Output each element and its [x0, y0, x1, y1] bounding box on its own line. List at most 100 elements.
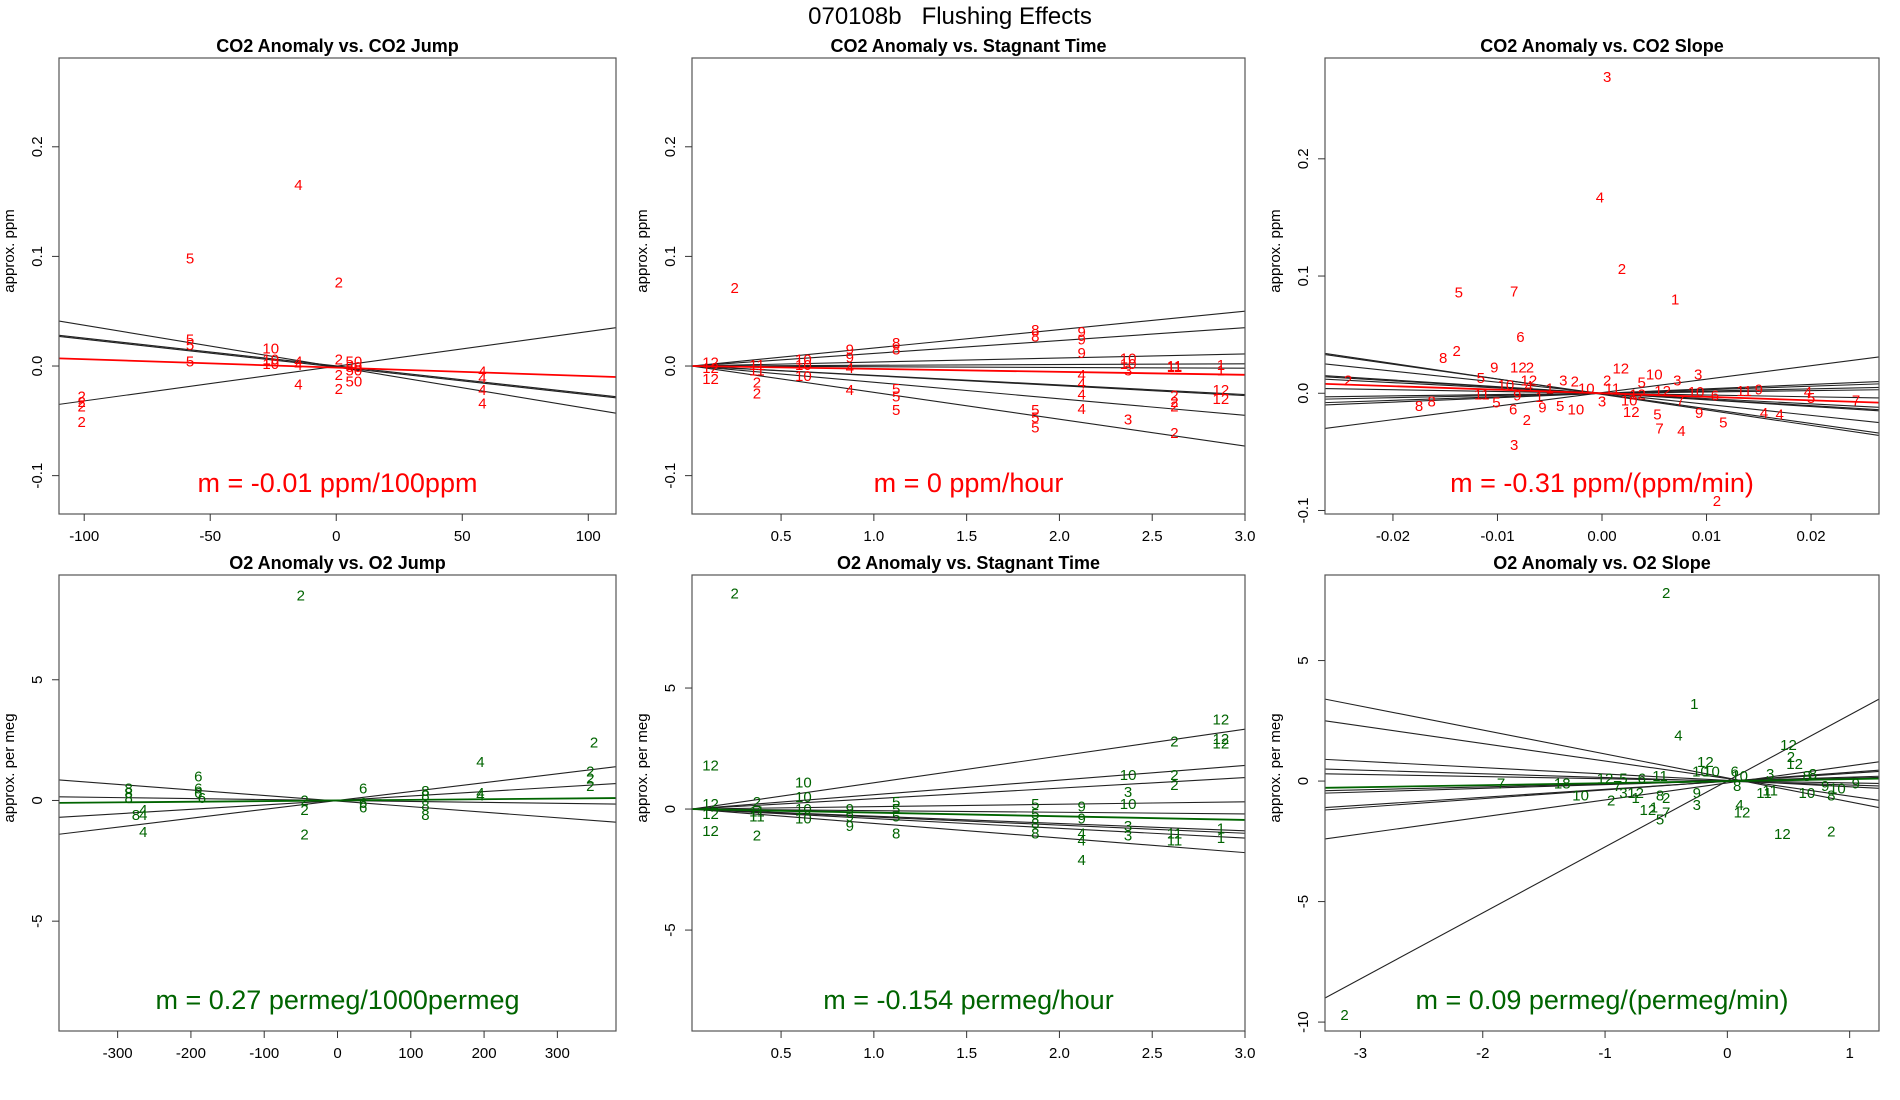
data-point: 8 — [1656, 788, 1664, 805]
group-fit-line — [1325, 773, 1879, 785]
overall-fit-line — [59, 357, 616, 378]
x-tick-label: -2 — [1476, 1045, 1489, 1062]
data-point: 4 — [139, 802, 147, 819]
data-point: 8 — [124, 790, 132, 807]
data-point: 2 — [586, 778, 594, 795]
data-point: 11 — [1605, 381, 1621, 398]
group-fit-line — [1325, 761, 1879, 840]
panel-title: CO2 Anomaly vs. CO2 Slope — [1480, 36, 1723, 56]
data-point: 2 — [1170, 777, 1178, 794]
data-point: 4 — [1078, 387, 1086, 404]
x-tick-label: -0.01 — [1480, 528, 1514, 545]
x-tick-label: 2.5 — [1142, 1045, 1163, 1062]
data-point: 2 — [1523, 412, 1531, 429]
group-fit-line — [1325, 720, 1879, 801]
data-point: 8 — [124, 780, 132, 797]
data-point: 2 — [300, 802, 308, 819]
data-point: 8 — [1427, 393, 1435, 410]
x-tick-label: 100 — [576, 528, 601, 545]
data-point: 9 — [1695, 405, 1703, 422]
data-point: 2 — [1827, 824, 1835, 841]
x-tick-label: 0.02 — [1796, 528, 1825, 545]
data-point: 6 — [359, 800, 367, 817]
data-point: 12 — [702, 757, 719, 774]
x-tick-label: 1.5 — [956, 528, 977, 545]
data-point: 12 — [1213, 382, 1230, 399]
y-axis-label: approx. per meg — [634, 713, 651, 822]
data-point: 6 — [1731, 763, 1739, 780]
group-lines — [59, 766, 616, 835]
group-fit-line — [1325, 698, 1879, 999]
data-point: 5 — [1556, 398, 1564, 415]
data-point: 10 — [1120, 350, 1137, 367]
group-fit-line — [1325, 769, 1879, 811]
data-point: 8 — [1031, 328, 1039, 345]
y-tick-label: 0.2 — [662, 136, 679, 157]
x-tick-label: 1 — [1845, 1045, 1853, 1062]
data-point: 10 — [795, 774, 812, 791]
data-point: 10 — [795, 368, 812, 385]
x-tick-label: 300 — [545, 1045, 570, 1062]
data-point: 2 — [1344, 372, 1352, 389]
panel-title: O2 Anomaly vs. O2 Jump — [229, 553, 445, 573]
data-point: 3 — [1124, 828, 1132, 845]
group-lines — [1325, 698, 1879, 999]
data-point: 4 — [1525, 378, 1533, 395]
plot-frame — [1324, 57, 1880, 515]
panel-2: CO2 Anomaly vs. Stagnant Time21212121111… — [634, 36, 1255, 545]
data-point: 5 — [1653, 406, 1661, 423]
data-point: 10 — [1572, 788, 1589, 805]
x-tick-label: 1.0 — [863, 1045, 884, 1062]
data-point: 3 — [1694, 367, 1702, 384]
data-point: 6 — [359, 795, 367, 812]
data-point: 10 — [262, 340, 279, 357]
data-point: 10 — [1120, 356, 1137, 373]
data-point: 11 — [1167, 833, 1183, 850]
data-point: 2 — [586, 771, 594, 788]
data-point: 1 — [1535, 389, 1543, 406]
data-point: 4 — [1735, 797, 1743, 814]
data-point: 12 — [1213, 731, 1230, 748]
data-point: 11 — [1756, 785, 1772, 802]
data-point: 2 — [1618, 261, 1626, 278]
data-point: 50 — [346, 362, 363, 379]
data-point: 10 — [1120, 796, 1137, 813]
data-point: 1 — [1217, 357, 1225, 374]
y-tick-label: 0.0 — [1295, 383, 1312, 404]
data-point: 5 — [892, 794, 900, 811]
data-point: 9 — [1852, 775, 1860, 792]
data-point: 2 — [78, 394, 86, 411]
data-point: 5 — [1031, 402, 1039, 419]
data-point: 6 — [194, 785, 202, 802]
data-point: 8 — [1733, 778, 1741, 795]
data-point: 1 — [1631, 790, 1639, 807]
data-point: 12 — [1612, 361, 1629, 378]
data-point: 4 — [294, 357, 302, 374]
x-tick-label: 2.0 — [1049, 1045, 1070, 1062]
y-axis-label: approx. ppm — [1267, 209, 1284, 292]
data-point: 12 — [1520, 372, 1537, 389]
overall-fit-line — [1325, 777, 1879, 789]
panel-title: CO2 Anomaly vs. Stagnant Time — [830, 36, 1106, 56]
data-point: 2 — [1170, 733, 1178, 750]
data-point: 12 — [1734, 804, 1751, 821]
y-tick-label: 0 — [1295, 777, 1312, 785]
data-point: 4 — [1078, 401, 1086, 418]
data-point: 12 — [1697, 754, 1714, 771]
y-tick-label: -0.1 — [662, 463, 679, 489]
slope-annotation: m = 0 ppm/hour — [874, 468, 1064, 498]
data-point: 2 — [335, 351, 343, 368]
y-axis-label: approx. ppm — [1, 209, 18, 292]
data-point: 11 — [1167, 825, 1183, 842]
data-point: 4 — [294, 177, 302, 194]
plot-frame — [691, 57, 1246, 515]
y-tick-label: -5 — [29, 914, 46, 927]
x-tick-label: 3.0 — [1235, 528, 1256, 545]
data-point: 4 — [478, 370, 486, 387]
data-point: 10 — [795, 811, 812, 828]
data-point: 2 — [753, 374, 761, 391]
data-point: 4 — [294, 377, 302, 394]
data-point: 4 — [294, 354, 302, 371]
data-point: 5 — [1455, 284, 1463, 301]
data-point: 1 — [1217, 362, 1225, 379]
